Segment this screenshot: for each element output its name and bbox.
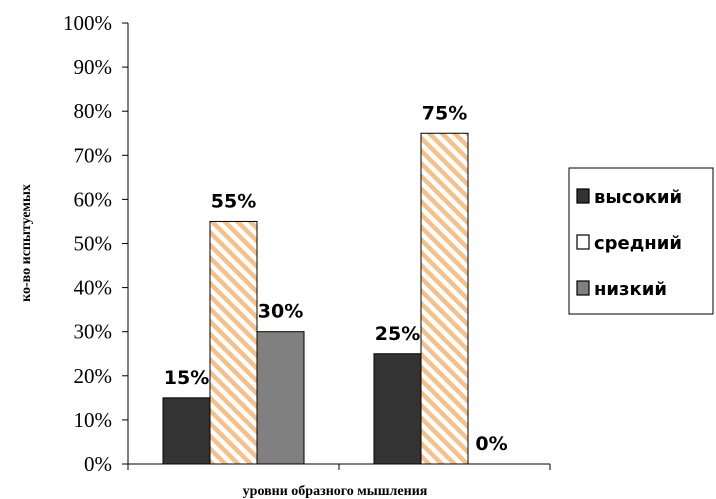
data-label: 75% [422,102,467,124]
y-tick-label: 90% [74,55,113,79]
y-tick-label: 80% [74,99,113,123]
data-label: 25% [375,323,420,345]
bar-средний [209,220,258,465]
legend-swatch [576,188,590,204]
y-tick-label: 60% [74,187,113,211]
data-label: 15% [164,367,209,389]
x-axis-title: уровни образного мышления [243,484,428,499]
bar-низкий [256,331,305,465]
legend: высокий средний низкий [568,167,714,315]
y-tick-label: 70% [74,143,113,167]
legend-swatch [576,280,590,296]
plot-area: 0% 10% 20% 30% 40% 50% 60% 70% 80% 90% 100% 15% 25% 5… [63,11,551,476]
legend-label: высокий [594,187,682,208]
y-tick-label: 50% [74,232,113,256]
y-tick-label: 0% [84,452,112,476]
data-label: 0% [475,433,507,455]
y-tick-label: 20% [74,364,113,388]
legend-box [568,167,714,315]
y-tick-label: 40% [74,276,113,300]
legend-label: низкий [594,279,667,300]
legend-swatch [576,234,590,250]
bar-средний [420,132,469,465]
bar-высокий [162,397,211,465]
y-tick-label: 30% [74,320,113,344]
data-label: 55% [211,190,256,212]
bar-высокий [373,353,422,465]
y-tick-label: 100% [63,11,112,35]
y-axis-title: ко-во испытуемых [19,184,34,302]
y-tick-label: 10% [74,408,113,432]
legend-label: средний [594,233,682,254]
data-label: 30% [258,301,303,323]
